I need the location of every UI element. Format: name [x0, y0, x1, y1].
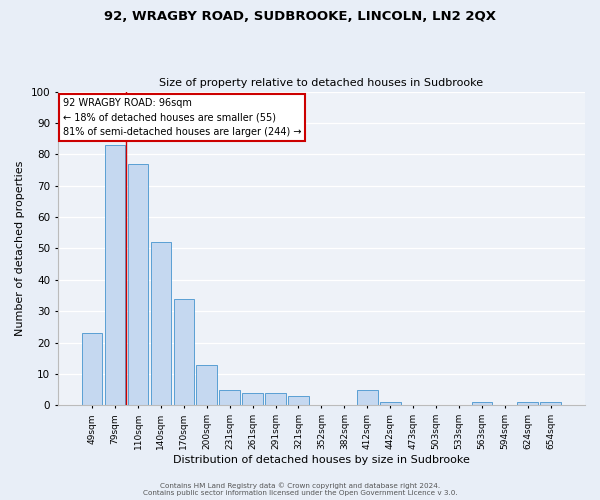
Text: Contains public sector information licensed under the Open Government Licence v : Contains public sector information licen…: [143, 490, 457, 496]
Bar: [472, 402, 492, 406]
Bar: [82, 333, 103, 406]
Title: Size of property relative to detached houses in Sudbrooke: Size of property relative to detached ho…: [160, 78, 484, 88]
Bar: [105, 145, 125, 406]
Bar: [196, 364, 217, 406]
Text: 92, WRAGBY ROAD, SUDBROOKE, LINCOLN, LN2 2QX: 92, WRAGBY ROAD, SUDBROOKE, LINCOLN, LN2…: [104, 10, 496, 23]
Bar: [541, 402, 561, 406]
Bar: [242, 393, 263, 406]
X-axis label: Distribution of detached houses by size in Sudbrooke: Distribution of detached houses by size …: [173, 455, 470, 465]
Bar: [265, 393, 286, 406]
Text: Contains HM Land Registry data © Crown copyright and database right 2024.: Contains HM Land Registry data © Crown c…: [160, 482, 440, 489]
Bar: [288, 396, 309, 406]
Bar: [380, 402, 401, 406]
Bar: [173, 298, 194, 406]
Bar: [220, 390, 240, 406]
Y-axis label: Number of detached properties: Number of detached properties: [15, 161, 25, 336]
Bar: [128, 164, 148, 406]
Bar: [357, 390, 377, 406]
Text: 92 WRAGBY ROAD: 96sqm
← 18% of detached houses are smaller (55)
81% of semi-deta: 92 WRAGBY ROAD: 96sqm ← 18% of detached …: [63, 98, 302, 138]
Bar: [517, 402, 538, 406]
Bar: [151, 242, 171, 406]
